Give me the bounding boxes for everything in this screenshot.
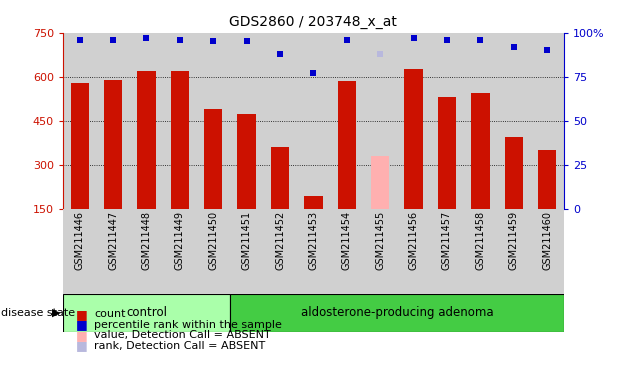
Bar xyxy=(130,209,163,294)
Text: GSM211449: GSM211449 xyxy=(175,211,185,270)
Bar xyxy=(197,33,230,209)
Bar xyxy=(96,209,130,294)
Text: count: count xyxy=(94,310,126,319)
Bar xyxy=(364,33,397,209)
Text: GSM211448: GSM211448 xyxy=(142,211,151,270)
Text: percentile rank within the sample: percentile rank within the sample xyxy=(94,320,282,330)
Bar xyxy=(263,209,297,294)
Text: GSM211454: GSM211454 xyxy=(342,211,352,270)
Text: rank, Detection Call = ABSENT: rank, Detection Call = ABSENT xyxy=(94,341,266,351)
Text: GSM211457: GSM211457 xyxy=(442,211,452,270)
Bar xyxy=(505,137,523,209)
Bar xyxy=(297,33,330,209)
Bar xyxy=(304,196,323,209)
Bar xyxy=(471,93,490,209)
Bar xyxy=(104,80,122,209)
Text: ■: ■ xyxy=(76,308,88,321)
Bar xyxy=(371,156,389,209)
Bar xyxy=(404,70,423,209)
Bar xyxy=(63,33,96,209)
Text: GSM211450: GSM211450 xyxy=(209,211,218,270)
Bar xyxy=(330,209,364,294)
Bar xyxy=(230,209,263,294)
Bar xyxy=(230,33,263,209)
Text: value, Detection Call = ABSENT: value, Detection Call = ABSENT xyxy=(94,330,272,340)
Bar xyxy=(238,114,256,209)
Bar xyxy=(330,33,364,209)
Bar xyxy=(171,71,189,209)
Bar xyxy=(163,33,197,209)
Bar xyxy=(430,209,464,294)
FancyBboxPatch shape xyxy=(63,294,230,332)
Bar xyxy=(297,209,330,294)
Text: GSM211459: GSM211459 xyxy=(509,211,518,270)
Title: GDS2860 / 203748_x_at: GDS2860 / 203748_x_at xyxy=(229,15,398,29)
Text: GSM211460: GSM211460 xyxy=(542,211,552,270)
Text: GSM211458: GSM211458 xyxy=(476,211,485,270)
Text: ■: ■ xyxy=(76,318,88,331)
Text: ■: ■ xyxy=(76,339,88,352)
Text: disease state: disease state xyxy=(1,308,75,318)
Bar xyxy=(364,209,397,294)
Bar xyxy=(530,209,564,294)
Bar xyxy=(204,109,222,209)
Bar xyxy=(464,33,497,209)
Bar xyxy=(130,33,163,209)
Bar xyxy=(271,147,289,209)
Text: aldosterone-producing adenoma: aldosterone-producing adenoma xyxy=(301,306,493,319)
Text: GSM211456: GSM211456 xyxy=(409,211,418,270)
Bar xyxy=(397,209,430,294)
FancyBboxPatch shape xyxy=(230,294,564,332)
Bar xyxy=(197,209,230,294)
Bar xyxy=(71,83,89,209)
Text: GSM211452: GSM211452 xyxy=(275,211,285,270)
Bar xyxy=(430,33,464,209)
Text: GSM211451: GSM211451 xyxy=(242,211,251,270)
Bar xyxy=(338,81,356,209)
Text: GSM211453: GSM211453 xyxy=(309,211,318,270)
Bar xyxy=(530,33,564,209)
Text: ▶: ▶ xyxy=(52,308,60,318)
Bar xyxy=(497,33,530,209)
Bar xyxy=(397,33,430,209)
Text: ■: ■ xyxy=(76,329,88,342)
Bar xyxy=(63,209,96,294)
Bar xyxy=(163,209,197,294)
Text: GSM211455: GSM211455 xyxy=(375,211,385,270)
Text: control: control xyxy=(126,306,167,319)
Bar xyxy=(497,209,530,294)
Bar xyxy=(263,33,297,209)
Bar xyxy=(137,71,156,209)
Bar xyxy=(464,209,497,294)
Bar xyxy=(538,151,556,209)
Text: GSM211447: GSM211447 xyxy=(108,211,118,270)
Bar xyxy=(438,98,456,209)
Text: GSM211446: GSM211446 xyxy=(75,211,84,270)
Bar xyxy=(96,33,130,209)
